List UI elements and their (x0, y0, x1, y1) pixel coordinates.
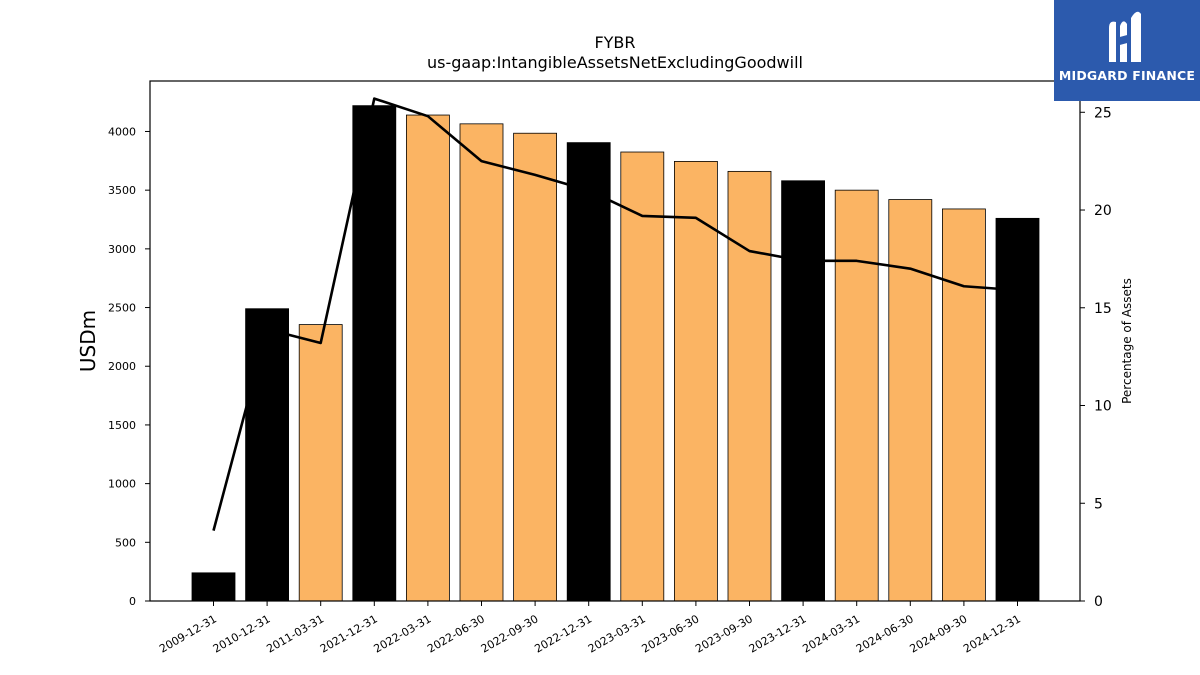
x-tick-label: 2023-12-31 (747, 612, 809, 655)
percentage-line (212, 97, 1018, 531)
x-tick-label: 2022-09-30 (479, 612, 541, 655)
bar-2022-12-31 (566, 142, 611, 602)
bar-2024-03-31 (834, 189, 879, 602)
x-tick-label: 2023-03-31 (586, 612, 648, 655)
y2-tick-label: 15 (1094, 301, 1112, 317)
line-group (212, 97, 1018, 531)
x-axis: 2009-12-312010-12-312011-03-312021-12-31… (157, 601, 1023, 656)
x-tick-label: 2024-09-30 (908, 612, 970, 655)
x-tick-label: 2024-06-30 (854, 612, 916, 655)
y-tick-label: 1000 (108, 478, 136, 491)
y-tick-label: 4000 (108, 125, 136, 138)
x-tick-label: 2022-03-31 (372, 612, 434, 655)
y-tick-label: 3500 (108, 184, 136, 197)
x-tick-label: 2011-03-31 (264, 612, 326, 655)
bar-2023-03-31 (620, 151, 665, 602)
bar-2023-12-31 (781, 180, 825, 602)
bar-2022-03-31 (405, 114, 450, 602)
y2-axis: 0 5 10 15 20 25 (1080, 105, 1112, 610)
y2-tick-label: 10 (1094, 399, 1112, 415)
bar-2024-09-30 (942, 208, 986, 602)
bar-2023-09-30 (727, 170, 772, 602)
x-tick-label: 2010-12-31 (211, 612, 273, 655)
bars-group (191, 105, 1040, 602)
y-tick-label: 1500 (108, 419, 136, 432)
chart-subtitle: us-gaap:IntangibleAssetsNetExcludingGood… (427, 53, 803, 72)
bar-2022-09-30 (513, 132, 557, 602)
x-tick-label: 2009-12-31 (157, 612, 219, 655)
x-tick-label: 2024-03-31 (800, 612, 862, 655)
x-tick-label: 2022-12-31 (532, 612, 594, 655)
y-tick-label: 2500 (108, 302, 136, 315)
midgard-logo-icon (1109, 11, 1141, 63)
x-tick-label: 2021-12-31 (318, 612, 380, 655)
bar-2021-12-31 (352, 105, 397, 602)
y2-tick-label: 25 (1094, 105, 1112, 121)
y2-axis-label: Percentage of Assets (1120, 278, 1134, 404)
y2-tick-label: 5 (1094, 496, 1103, 512)
bar-2009-12-31 (191, 572, 236, 602)
bar-2022-06-30 (459, 123, 504, 602)
x-tick-label: 2023-09-30 (693, 612, 755, 655)
y-tick-label: 0 (129, 595, 136, 608)
chart-title: FYBR (594, 33, 635, 52)
bar-2024-06-30 (888, 199, 933, 602)
plot-area-frame (149, 80, 1081, 602)
x-tick-label: 2022-06-30 (425, 612, 487, 655)
y-tick-label: 3000 (108, 243, 136, 256)
bar-2011-03-31 (298, 324, 343, 602)
x-tick-label: 2023-06-30 (640, 612, 702, 655)
midgard-finance-logo: MIDGARD FINANCE (1054, 0, 1200, 101)
bar-2023-06-30 (674, 161, 718, 602)
logo-text: MIDGARD FINANCE (1058, 68, 1196, 83)
y2-tick-label: 0 (1094, 594, 1103, 610)
y-axis-label: USDm (76, 310, 100, 372)
x-tick-label: 2024-12-31 (961, 612, 1023, 655)
y-tick-label: 2000 (108, 360, 136, 373)
y-axis: 0 500 1000 1500 2000 2500 3000 3500 4000 (108, 125, 150, 608)
bar-2010-12-31 (245, 308, 290, 602)
bar-2024-12-31 (995, 217, 1040, 602)
y-tick-label: 500 (115, 536, 136, 549)
y2-tick-label: 20 (1094, 203, 1112, 219)
